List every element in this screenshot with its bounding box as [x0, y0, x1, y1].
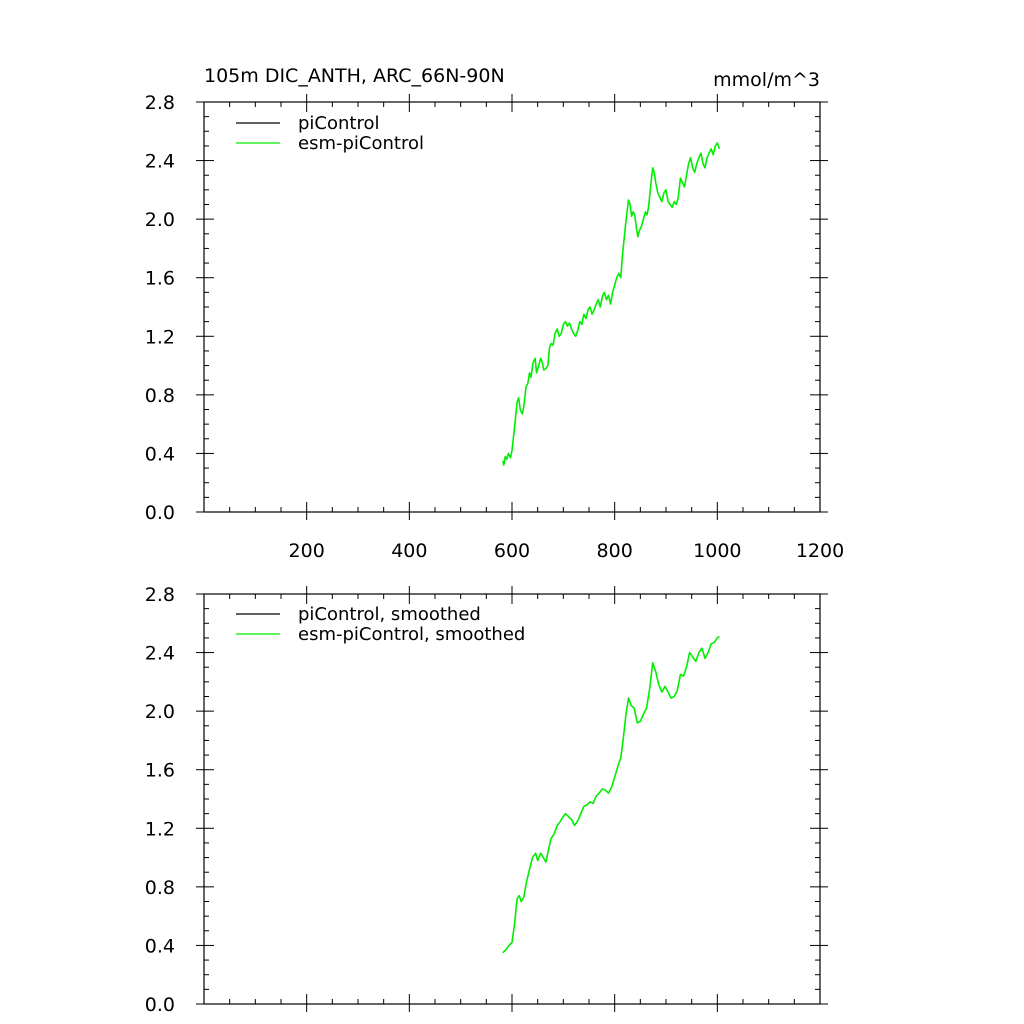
legend-label-esm-picontrol: esm-piControl [298, 133, 424, 154]
y-tick-label: 1.6 [145, 268, 175, 290]
top-y-tick-labels: 0.0 0.4 0.8 1.2 1.6 2.0 2.4 2.8 [145, 92, 175, 524]
y-tick-label: 0.0 [145, 502, 175, 524]
bottom-legend: piControl, smoothed esm-piControl, smoot… [236, 604, 525, 645]
y-tick-label: 2.4 [145, 151, 175, 173]
y-tick-label: 2.0 [145, 701, 175, 723]
units-label: mmol/m^3 [713, 69, 820, 91]
x-tick-label: 200 [289, 540, 325, 562]
top-series-line-1 [502, 142, 721, 466]
top-panel: 105m DIC_ANTH, ARC_66N-90N mmol/m^3 0.00… [145, 65, 844, 562]
bottom-y-tick-labels: 0.0 0.4 0.8 1.2 1.6 2.0 2.4 2.8 [145, 584, 175, 1016]
bottom-series-layer [502, 635, 720, 954]
top-x-tick-labels: 200 400 600 800 1000 1200 [289, 540, 845, 562]
x-tick-label: 600 [494, 540, 530, 562]
x-tick-label: 1000 [693, 540, 741, 562]
x-tick-label: 1200 [796, 540, 844, 562]
bottom-axis-ticks [196, 586, 828, 1012]
y-tick-label: 0.8 [145, 385, 175, 407]
y-tick-label: 1.2 [145, 326, 175, 348]
y-tick-label: 2.8 [145, 584, 175, 606]
legend-label-picontrol: piControl [298, 113, 380, 134]
y-tick-label: 0.4 [145, 443, 175, 465]
legend-label-esm-picontrol-smoothed: esm-piControl, smoothed [298, 624, 525, 645]
y-tick-label: 0.4 [145, 935, 175, 957]
top-series-layer [502, 142, 721, 466]
bottom-series-line-1 [502, 635, 720, 954]
y-tick-label: 0.0 [145, 994, 175, 1016]
y-tick-label: 1.6 [145, 760, 175, 782]
y-tick-label: 2.4 [145, 643, 175, 665]
y-tick-label: 0.8 [145, 877, 175, 899]
y-tick-label: 2.0 [145, 209, 175, 231]
bottom-panel: 0.0 0.4 0.8 1.2 1.6 2.0 2.4 2.8 piControl, smoo… [145, 584, 828, 1016]
y-tick-label: 2.8 [145, 92, 175, 114]
legend-label-picontrol-smoothed: piControl, smoothed [298, 604, 481, 625]
top-legend: piControl esm-piControl [236, 113, 424, 154]
chart-title: 105m DIC_ANTH, ARC_66N-90N [204, 65, 505, 87]
x-tick-label: 800 [597, 540, 633, 562]
x-tick-label: 400 [391, 540, 427, 562]
y-tick-label: 1.2 [145, 818, 175, 840]
top-axis-ticks [196, 94, 828, 520]
